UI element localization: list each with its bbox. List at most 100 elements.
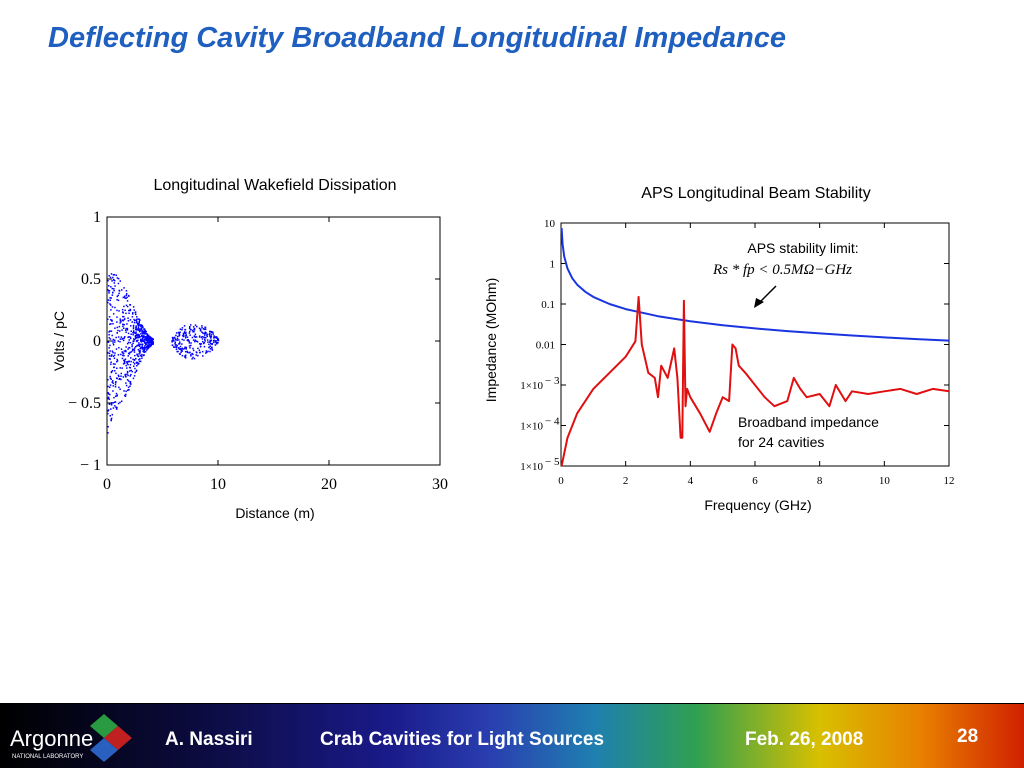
wakefield-x-tick-label: 20 — [321, 476, 337, 493]
wakefield-point — [205, 351, 208, 354]
wakefield-point — [184, 328, 187, 331]
wakefield-point — [139, 354, 142, 357]
wakefield-point — [188, 345, 191, 347]
wakefield-point — [140, 328, 143, 331]
wakefield-point — [129, 351, 131, 354]
wakefield-point — [142, 335, 144, 338]
wakefield-point — [129, 380, 132, 383]
wakefield-point — [210, 339, 212, 342]
wakefield-point — [129, 304, 131, 306]
wakefield-point — [122, 325, 124, 328]
wakefield-point — [203, 341, 206, 344]
wakefield-point — [111, 354, 113, 356]
wakefield-point — [114, 383, 117, 386]
wakefield-point — [132, 324, 135, 327]
wakefield-point — [139, 351, 141, 353]
wakefield-point — [112, 355, 115, 358]
wakefield-point — [203, 328, 206, 331]
wakefield-point — [152, 338, 155, 341]
wakefield-point — [107, 385, 109, 388]
wakefield-point — [185, 332, 187, 335]
wakefield-point — [112, 351, 114, 354]
wakefield-point — [128, 309, 130, 312]
wakefield-point — [128, 339, 131, 341]
wakefield-point — [122, 315, 124, 318]
wakefield-point — [118, 325, 121, 328]
wakefield-point — [204, 331, 207, 333]
wakefield-point — [203, 336, 206, 339]
wakefield-point — [125, 364, 127, 367]
wakefield-point — [111, 306, 114, 308]
wakefield-point — [208, 343, 210, 346]
wakefield-point — [192, 331, 194, 333]
wakefield-point — [142, 338, 144, 341]
wakefield-point — [111, 350, 114, 352]
wakefield-point — [192, 356, 194, 359]
wakefield-point — [131, 370, 134, 373]
wakefield-point — [144, 329, 146, 332]
wakefield-point — [145, 349, 148, 351]
logo-subtext: NATIONAL LABORATORY — [12, 754, 83, 760]
wakefield-point — [128, 370, 131, 372]
wakefield-point — [107, 432, 109, 434]
wakefield-point — [190, 355, 192, 357]
wakefield-point — [189, 326, 191, 328]
wakefield-point — [146, 339, 149, 342]
wakefield-point — [122, 337, 124, 340]
impedance-x-tick-label: 2 — [623, 475, 629, 487]
wakefield-point — [143, 351, 146, 353]
wakefield-point — [146, 337, 149, 339]
wakefield-point — [127, 320, 130, 322]
wakefield-point — [116, 316, 118, 318]
wakefield-point — [109, 344, 111, 347]
wakefield-point — [114, 386, 117, 388]
impedance-chart-title: APS Longitudinal Beam Stability — [641, 185, 870, 202]
wakefield-point — [123, 390, 125, 392]
wakefield-point — [141, 332, 143, 334]
wakefield-point — [138, 336, 141, 339]
wakefield-point — [143, 338, 146, 340]
wakefield-point — [183, 339, 185, 341]
wakefield-point — [147, 335, 150, 337]
wakefield-point — [134, 332, 136, 334]
wakefield-point — [127, 294, 130, 297]
footer-date: Feb. 26, 2008 — [745, 729, 864, 750]
wakefield-point — [185, 331, 187, 334]
wakefield-point — [117, 282, 120, 285]
wakefield-point — [214, 340, 217, 343]
wakefield-point — [204, 340, 206, 342]
wakefield-point — [147, 347, 149, 350]
wakefield-point — [120, 400, 123, 403]
wakefield-point — [110, 309, 112, 311]
wakefield-point — [111, 280, 113, 282]
wakefield-point — [179, 353, 181, 355]
wakefield-point — [194, 340, 196, 343]
wakefield-point — [125, 361, 128, 363]
wakefield-point — [125, 294, 128, 297]
wakefield-point — [127, 355, 129, 357]
wakefield-point — [146, 346, 149, 348]
wakefield-point — [209, 343, 212, 345]
wakefield-point — [214, 336, 216, 338]
wakefield-point — [204, 326, 207, 329]
wakefield-point — [214, 344, 217, 346]
wakefield-point — [116, 295, 119, 298]
wakefield-point — [137, 326, 140, 329]
wakefield-point — [110, 361, 112, 363]
wakefield-point — [133, 318, 135, 321]
wakefield-point — [181, 343, 183, 345]
wakefield-point — [119, 338, 122, 340]
wakefield-point — [136, 340, 138, 343]
wakefield-point — [151, 339, 153, 342]
wakefield-point — [179, 331, 181, 334]
wakefield-point — [188, 342, 191, 344]
wakefield-point — [185, 348, 187, 350]
wakefield-point — [122, 339, 125, 342]
impedance-y-tick-label: 1×10 — [520, 461, 543, 473]
wakefield-point — [203, 332, 205, 335]
wakefield-point — [126, 379, 129, 381]
wakefield-point — [117, 299, 120, 302]
wakefield-point — [114, 327, 116, 329]
wakefield-point — [123, 361, 126, 363]
wakefield-point — [199, 328, 202, 330]
